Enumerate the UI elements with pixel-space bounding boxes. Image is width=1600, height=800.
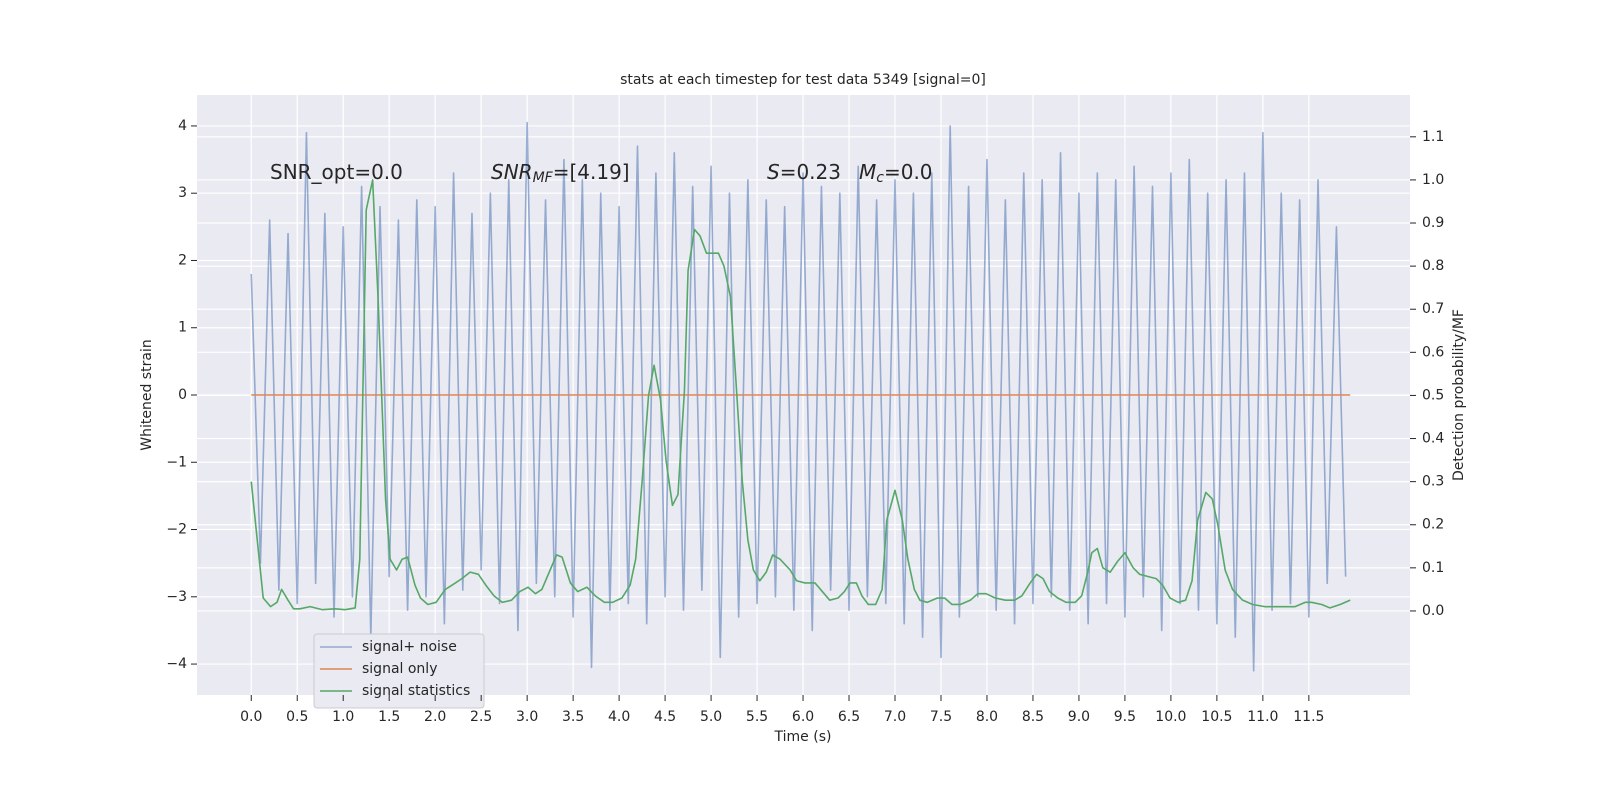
y2-axis-label: Detection probability/MF <box>1451 309 1467 481</box>
annotation-subscript: MF <box>533 170 554 186</box>
x-tick-label: 1.5 <box>378 709 400 725</box>
x-tick-label: 6.0 <box>792 709 814 725</box>
x-tick-label: 5.5 <box>746 709 768 725</box>
x-tick-label: 11.0 <box>1247 709 1278 725</box>
y-tick-label: −2 <box>166 522 187 538</box>
annotation: SNRMF=[4.19] <box>491 160 630 187</box>
x-tick-label: 8.0 <box>976 709 998 725</box>
y2-tick-label: 0.0 <box>1422 603 1444 619</box>
y-tick-label: −1 <box>166 454 187 470</box>
annotation-text: =[4.19] <box>553 160 630 184</box>
x-tick-label: 11.5 <box>1293 709 1324 725</box>
y2-tick-label: 0.5 <box>1422 387 1444 403</box>
annotation: Mc=0.0 <box>859 160 933 187</box>
y-tick-label: 3 <box>178 185 187 201</box>
legend-label: signal+ noise <box>362 639 457 655</box>
y2-tick-label: 0.1 <box>1422 560 1444 576</box>
x-tick-label: 2.0 <box>424 709 446 725</box>
y-tick-label: 2 <box>178 252 187 268</box>
y-tick-label: −4 <box>166 656 187 672</box>
x-tick-label: 6.5 <box>838 709 860 725</box>
x-tick-label: 1.0 <box>332 709 354 725</box>
y-tick-label: 1 <box>178 320 187 336</box>
x-tick-label: 3.0 <box>516 709 538 725</box>
y2-tick-label: 0.9 <box>1422 215 1444 231</box>
y2-tick-label: 0.2 <box>1422 517 1444 533</box>
y-axis-label: Whitened strain <box>139 339 155 450</box>
y2-tick-label: 1.0 <box>1422 172 1444 188</box>
chart-title: stats at each timestep for test data 534… <box>620 72 986 88</box>
legend-label: signal statistics <box>362 683 470 699</box>
y-tick-label: 0 <box>178 387 187 403</box>
x-tick-label: 10.0 <box>1155 709 1186 725</box>
x-tick-label: 9.5 <box>1114 709 1136 725</box>
annotation-symbol: SNR <box>491 160 533 184</box>
legend-box <box>313 633 485 709</box>
y2-tick-label: 0.6 <box>1422 344 1444 360</box>
y2-tick-label: 0.8 <box>1422 258 1444 274</box>
annotation: SNR_opt=0.0 <box>270 160 403 184</box>
series-line <box>250 179 1351 611</box>
annotation-text: =0.0 <box>884 160 933 184</box>
x-tick-label: 7.0 <box>884 709 906 725</box>
y-tick-label: 4 <box>178 118 187 134</box>
x-axis-label: Time (s) <box>774 729 832 745</box>
annotation-symbol: M <box>859 160 876 184</box>
x-tick-label: 5.0 <box>700 709 722 725</box>
x-tick-label: 4.0 <box>608 709 630 725</box>
annotation-text: =0.23 <box>780 160 841 184</box>
y2-tick-label: 0.7 <box>1422 301 1444 317</box>
x-tick-label: 9.0 <box>1068 709 1090 725</box>
x-tick-label: 2.5 <box>470 709 492 725</box>
y-tick-label: −3 <box>166 589 187 605</box>
annotation: S=0.23 <box>767 160 841 184</box>
x-tick-label: 3.5 <box>562 709 584 725</box>
y2-tick-label: 0.3 <box>1422 474 1444 490</box>
x-tick-label: 10.5 <box>1201 709 1232 725</box>
annotation-subscript: c <box>876 170 884 186</box>
x-tick-label: 8.5 <box>1022 709 1044 725</box>
y2-tick-label: 0.4 <box>1422 431 1444 447</box>
annotation-text: SNR_opt=0.0 <box>270 160 403 184</box>
x-tick-label: 0.5 <box>286 709 308 725</box>
legend-label: signal only <box>362 661 437 677</box>
x-tick-label: 4.5 <box>654 709 676 725</box>
x-tick-label: 7.5 <box>930 709 952 725</box>
series-line <box>250 121 1347 672</box>
x-tick-label: 0.0 <box>240 709 262 725</box>
annotation-symbol: S <box>767 160 780 184</box>
y2-tick-label: 1.1 <box>1422 129 1444 145</box>
